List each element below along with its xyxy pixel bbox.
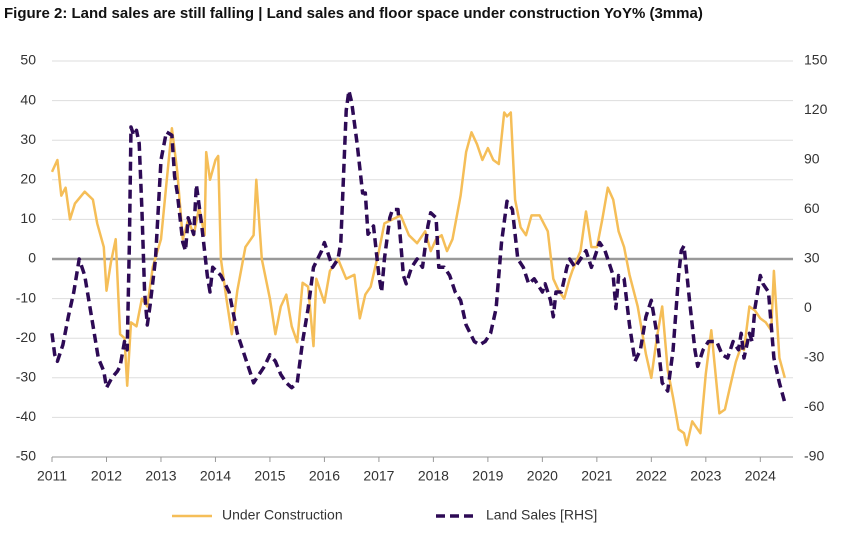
x-tick-label: 2012 <box>91 468 122 484</box>
x-tick-label: 2016 <box>309 468 340 484</box>
y-tick-label: 0 <box>28 250 36 266</box>
y-tick-label: -50 <box>16 448 36 464</box>
x-tick-label: 2021 <box>581 468 612 484</box>
y-tick-label: -30 <box>16 369 36 385</box>
y2-tick-label: -30 <box>804 349 824 365</box>
chart-title: Figure 2: Land sales are still falling |… <box>4 5 703 22</box>
y-tick-label: -20 <box>16 329 36 345</box>
y2-tick-label: 0 <box>804 299 812 315</box>
y2-tick-label: 30 <box>804 250 820 266</box>
line-series <box>50 111 787 447</box>
legend-label: Under Construction <box>222 507 343 523</box>
x-tick-label: 2020 <box>527 468 558 484</box>
y-tick-label: -10 <box>16 289 36 305</box>
y-tick-label: 50 <box>20 52 36 68</box>
y2-tick-label: 120 <box>804 101 828 117</box>
y2-tick-label: -60 <box>804 398 824 414</box>
line-series <box>50 88 787 404</box>
x-tick-label: 2011 <box>37 468 67 484</box>
y-tick-label: 30 <box>20 131 36 147</box>
y2-tick-label: 90 <box>804 151 820 167</box>
x-tick-label: 2022 <box>636 468 667 484</box>
y-tick-label: -40 <box>16 408 36 424</box>
y-tick-label: 20 <box>20 171 36 187</box>
y2-tick-label: 150 <box>804 52 828 68</box>
y2-tick-label: -90 <box>804 448 824 464</box>
x-tick-label: 2014 <box>200 468 231 484</box>
x-tick-label: 2023 <box>690 468 721 484</box>
x-tick-label: 2019 <box>472 468 503 484</box>
y-tick-label: 40 <box>20 91 36 107</box>
y-tick-label: 10 <box>20 210 36 226</box>
x-tick-label: 2013 <box>145 468 176 484</box>
x-tick-label: 2018 <box>418 468 449 484</box>
legend-label: Land Sales [RHS] <box>486 507 597 523</box>
y2-tick-label: 60 <box>804 200 820 216</box>
x-tick-label: 2024 <box>745 468 776 484</box>
x-tick-label: 2015 <box>254 468 285 484</box>
x-tick-label: 2017 <box>363 468 394 484</box>
